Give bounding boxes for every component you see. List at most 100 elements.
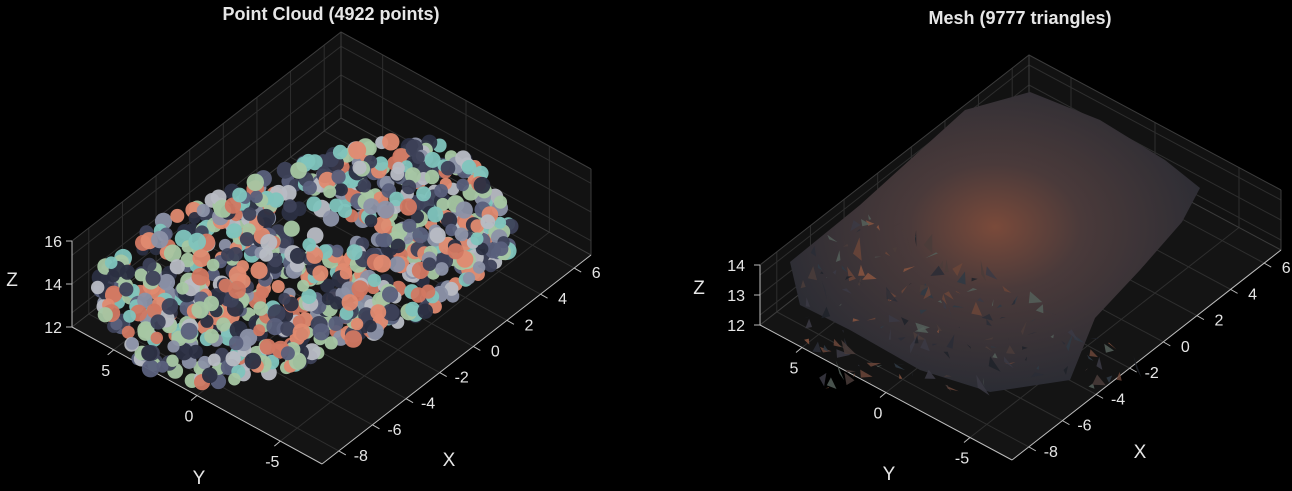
cloud-point: [289, 247, 306, 264]
cloud-point: [302, 238, 317, 252]
mesh-triangle: [919, 309, 927, 315]
x-tick-labels: -8 -6 -4 -2 0 2 4 6: [354, 265, 601, 465]
cloud-point: [196, 203, 210, 218]
mesh-triangle: [1084, 368, 1089, 372]
x-tick-label: -2: [455, 370, 469, 387]
cloud-point: [141, 359, 160, 378]
cloud-point: [301, 288, 317, 304]
mesh-triangle: [836, 349, 851, 358]
cloud-point: [373, 216, 392, 234]
z-tick-label: 12: [44, 320, 62, 337]
mesh-triangle: [1066, 331, 1074, 352]
mesh-triangle: [955, 291, 961, 294]
cloud-point: [167, 340, 180, 353]
cloud-point: [292, 323, 310, 341]
x-tick-label: -4: [1111, 391, 1125, 408]
mesh-triangle: [1104, 343, 1114, 353]
cloud-point: [297, 279, 310, 292]
x-tick-mark: [506, 319, 515, 325]
cloud-point: [242, 207, 257, 221]
mesh-triangle: [857, 276, 862, 286]
cloud-point: [104, 256, 118, 270]
mesh-triangle: [876, 224, 880, 231]
cloud-point: [150, 314, 166, 330]
mesh-triangle: [937, 329, 939, 334]
cloud-point: [180, 322, 198, 340]
mesh-triangle: [866, 317, 876, 321]
y-tick-labels: -5 0 5: [101, 363, 279, 471]
mesh-triangle: [976, 374, 990, 396]
mesh-triangle: [841, 339, 856, 355]
cloud-point: [339, 267, 353, 280]
cloud-point: [370, 304, 387, 321]
cloud-point: [97, 307, 113, 323]
z-tick-label: 14: [44, 277, 62, 294]
cloud-point: [204, 328, 220, 344]
cloud-point: [436, 197, 450, 211]
x-axis-line: [321, 254, 592, 465]
mesh-triangle: [983, 337, 994, 341]
cloud-point: [334, 183, 348, 197]
cloud-point: [266, 318, 284, 336]
cloud-point: [416, 186, 432, 202]
mesh-triangle: [1067, 329, 1079, 342]
cloud-point: [373, 156, 389, 171]
cloud-point: [207, 353, 221, 367]
cloud-point: [357, 178, 372, 193]
mesh-triangle: [874, 256, 882, 258]
x-tick-mark: [338, 450, 347, 456]
mesh-triangle: [856, 229, 861, 233]
x-tick-mark: [1263, 262, 1272, 268]
z-tick-labels: 12 14 16: [44, 234, 62, 337]
y-tick-label: -5: [955, 451, 969, 468]
cloud-point: [206, 258, 220, 272]
x-tick-mark: [1028, 446, 1037, 452]
mesh-triangle: [842, 243, 849, 247]
mesh-triangle: [901, 285, 908, 294]
cloud-point: [161, 298, 179, 315]
cloud-point: [107, 269, 120, 283]
mesh-triangle: [1050, 334, 1054, 339]
mesh-triangle: [876, 364, 883, 368]
cloud-point: [472, 261, 486, 274]
mesh-triangle: [957, 271, 966, 285]
cloud-point: [225, 351, 241, 367]
x-axis-label: X: [443, 450, 456, 471]
cloud-point: [253, 301, 268, 316]
cloud-point: [202, 367, 218, 384]
mesh-triangle: [977, 297, 985, 303]
cloud-point: [434, 184, 448, 198]
cloud-point: [218, 278, 233, 293]
plot-title: Mesh (9777 triangles): [928, 8, 1111, 28]
x-tick-label: 0: [1181, 339, 1190, 356]
cloud-point: [424, 169, 440, 185]
cloud-point: [367, 273, 382, 287]
mesh-triangle: [1041, 309, 1056, 315]
mesh-triangle: [1028, 291, 1043, 304]
mesh-triangle: [892, 247, 898, 253]
cloud-point: [346, 244, 363, 261]
cloud-point: [192, 249, 211, 268]
x-tick-mark: [1196, 315, 1205, 321]
mesh-triangle: [1011, 298, 1016, 306]
z-tick-labels: 12 13 14: [727, 258, 745, 335]
mesh-triangle: [1020, 320, 1027, 336]
mesh-triangle: [1107, 342, 1117, 350]
x-tick-mark: [1062, 420, 1070, 426]
y-axis-label: Y: [883, 464, 896, 485]
mesh-triangle: [1063, 366, 1068, 375]
y-tick-label: -5: [265, 454, 279, 471]
cloud-point: [250, 190, 263, 204]
x-axis-label: X: [1134, 442, 1147, 463]
x-tick-label: -6: [1077, 418, 1091, 435]
cloud-point: [259, 338, 276, 355]
mesh-triangle: [952, 262, 963, 277]
x-tick-label: 6: [1282, 260, 1291, 277]
cloud-point: [389, 256, 406, 273]
mesh-triangle: [932, 343, 938, 346]
cloud-point: [322, 210, 340, 227]
mesh-triangle: [844, 372, 855, 386]
cloud-point: [141, 344, 158, 362]
cloud-point: [253, 324, 266, 337]
